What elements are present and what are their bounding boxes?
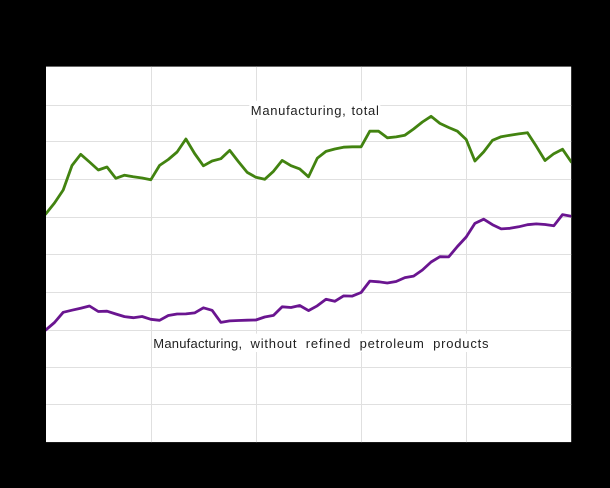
- svg-text:without refined petroleum prod: without refined petroleum products: [250, 336, 490, 351]
- svg-text:Manufacturing, total: Manufacturing, total: [251, 103, 380, 118]
- svg-text:Manufacturing,: Manufacturing,: [153, 336, 242, 351]
